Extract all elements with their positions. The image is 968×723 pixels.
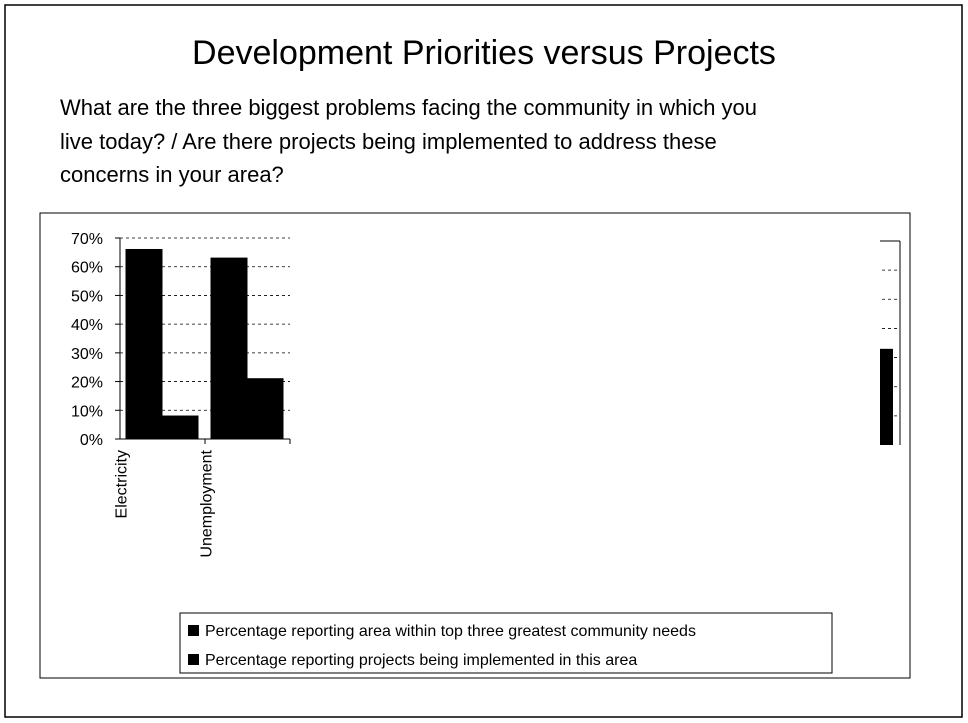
y-tick-label: 20% xyxy=(71,375,103,392)
x-tick-label: Unemployment xyxy=(199,449,216,557)
subtitle-line: live today? / Are there projects being i… xyxy=(60,129,717,154)
bar xyxy=(125,248,163,440)
legend-label: Percentage reporting area within top thr… xyxy=(205,623,696,640)
x-tick-label: Electricity xyxy=(114,450,131,518)
legend-label: Percentage reporting projects being impl… xyxy=(205,652,637,669)
bar xyxy=(161,415,199,440)
clipped-bar xyxy=(880,348,893,445)
legend xyxy=(179,612,833,674)
subtitle-line: concerns in your area? xyxy=(60,162,284,187)
y-tick-label: 30% xyxy=(71,346,103,363)
y-tick-label: 50% xyxy=(71,288,103,305)
legend-swatch xyxy=(188,625,199,636)
chart-frame xyxy=(39,212,911,679)
y-tick-label: 70% xyxy=(71,231,103,248)
y-tick-label: 0% xyxy=(80,432,103,449)
y-tick-label: 40% xyxy=(71,317,103,334)
subtitle-line: What are the three biggest problems faci… xyxy=(60,95,757,120)
legend-swatch xyxy=(188,654,199,665)
y-tick-label: 10% xyxy=(71,403,103,420)
slide-title: Development Priorities versus Projects xyxy=(192,34,776,72)
bar xyxy=(210,257,248,440)
y-tick-label: 60% xyxy=(71,260,103,277)
bar xyxy=(246,378,284,440)
slide-border xyxy=(4,4,963,718)
